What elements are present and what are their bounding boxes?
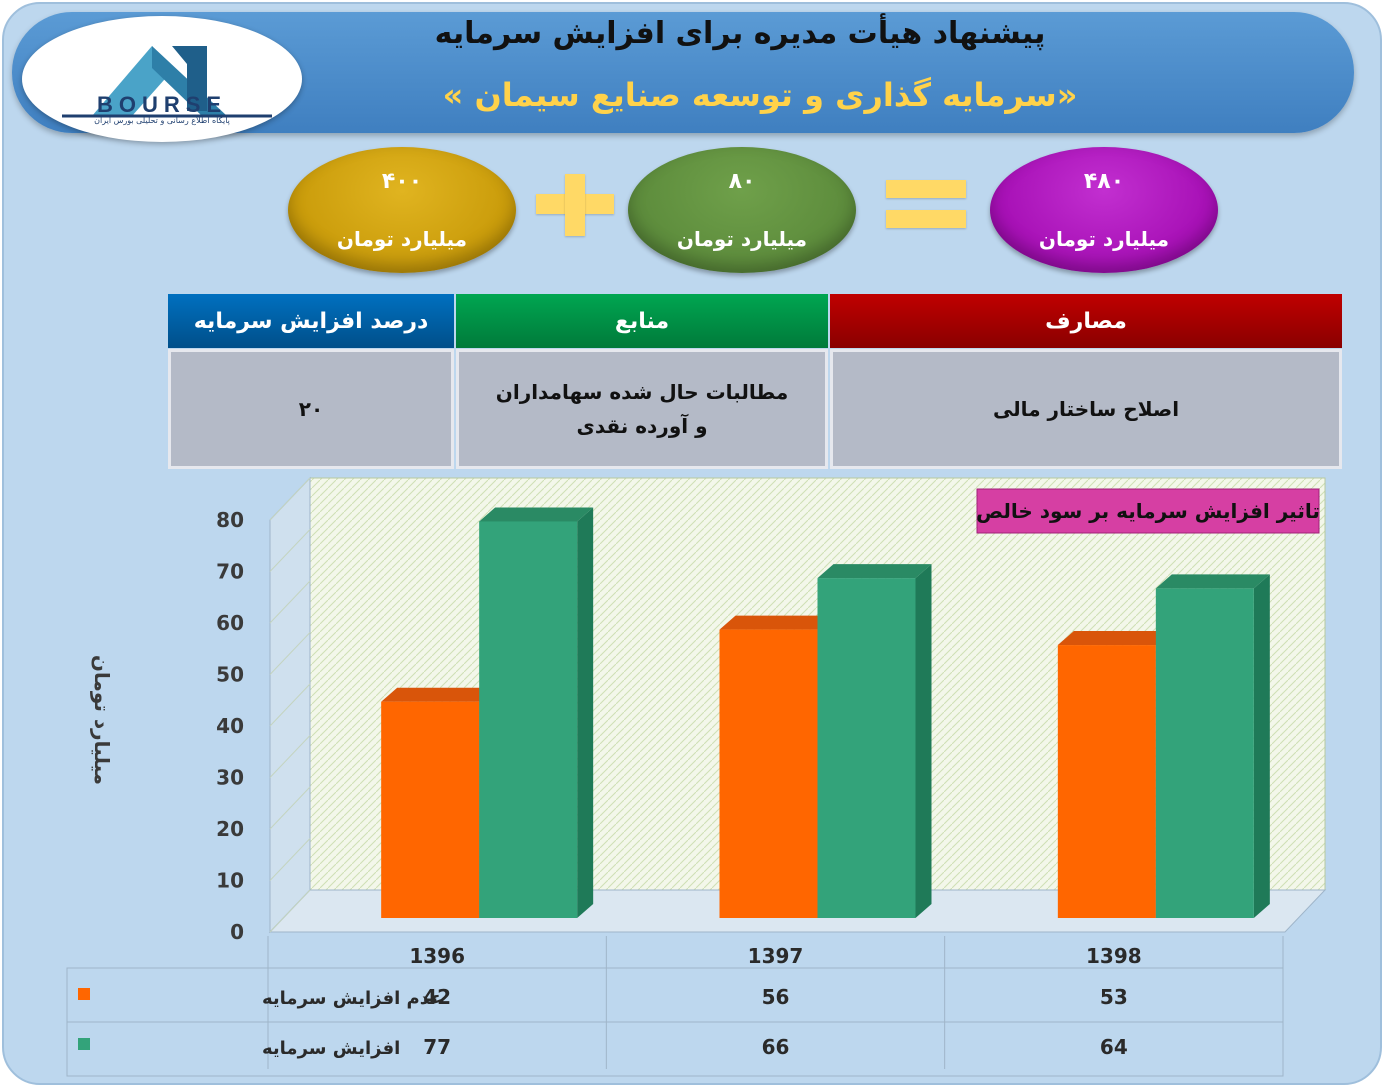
value-percent: ۲۰	[168, 349, 454, 469]
logo-mark-icon	[62, 46, 272, 118]
y-tick-label: 10	[216, 869, 244, 893]
gridline-side	[269, 632, 311, 675]
data-label: 56	[762, 985, 790, 1009]
legend-label: افزایش سرمایه	[262, 1038, 400, 1059]
x-tick-label: 1397	[748, 944, 804, 968]
gridline-side	[269, 683, 311, 727]
header-percent: درصد افزایش سرمایه	[168, 294, 454, 348]
bar	[1057, 645, 1156, 918]
header-sources: منابع	[456, 294, 828, 348]
y-tick-label: 20	[216, 817, 244, 841]
gridline-side	[269, 889, 311, 933]
data-label: 66	[762, 1035, 790, 1059]
y-tick-label: 60	[216, 611, 244, 635]
bar-top	[381, 687, 496, 702]
value-sources: مطالبات حال شده سهامداران و آورده نقدی	[456, 349, 828, 469]
bar-side	[1253, 574, 1270, 918]
x-tick-label: 1396	[409, 944, 465, 968]
bar-top	[719, 615, 834, 630]
y-tick-label: 0	[230, 920, 244, 944]
data-label: 77	[423, 1035, 451, 1059]
data-label: 53	[1100, 985, 1128, 1009]
bar-top	[817, 564, 932, 579]
legend-label: عدم افزایش سرمایه	[262, 988, 442, 1009]
y-tick-label: 30	[216, 766, 244, 790]
data-label: 42	[423, 985, 451, 1009]
logo-wordmark: BOURSE	[96, 92, 228, 117]
bar-top	[1155, 574, 1270, 589]
y-tick-label: 50	[216, 663, 244, 687]
chart-title: تاثیر افزایش سرمایه بر سود خالص	[976, 499, 1320, 523]
equals-icon	[886, 180, 966, 198]
gridline-side	[269, 786, 311, 830]
y-tick-label: 40	[216, 714, 244, 738]
bar-top	[1057, 631, 1172, 646]
current-capital-unit: میلیارد تومان	[336, 227, 468, 251]
company-name: «سرمایه گذاری و توسعه صنایع سیمان »	[442, 76, 1078, 114]
bar	[719, 629, 818, 918]
bar	[1155, 588, 1254, 918]
gridline-side	[269, 529, 311, 572]
value-uses: اصلاح ساختار مالی	[830, 349, 1342, 469]
y-tick-label: 70	[216, 560, 244, 584]
total-capital-value: ۴۸۰	[1083, 169, 1125, 194]
logo-tagline: پایگاه اطلاع رسانی و تحلیلی بورس ایران	[94, 116, 230, 125]
bar-side	[577, 507, 594, 918]
total-capital-oval: ۴۸۰ میلیارد تومان	[990, 147, 1218, 273]
legend-swatch	[78, 988, 90, 1000]
gridline-side	[269, 477, 311, 521]
increase-oval: ۸۰ میلیارد تومان	[628, 147, 856, 273]
bar	[817, 578, 916, 918]
page-title: پیشنهاد هیأت مدیره برای افزایش سرمایه	[434, 16, 1046, 51]
equals-icon-lower	[886, 210, 966, 228]
bar	[381, 701, 480, 918]
chart-title-badge	[976, 488, 1320, 534]
y-axis-title: میلیارد تومان	[90, 655, 114, 785]
total-capital-unit: میلیارد تومان	[1038, 227, 1170, 251]
increase-unit: میلیارد تومان	[676, 227, 808, 251]
legend-swatch	[78, 1038, 90, 1050]
current-capital-oval: ۴۰۰ میلیارد تومان	[288, 147, 516, 273]
increase-value: ۸۰	[728, 169, 756, 194]
bar-side	[915, 564, 932, 918]
bar-top	[479, 507, 594, 522]
y-tick-label: 80	[216, 508, 244, 532]
plus-icon-vertical	[565, 174, 585, 236]
gridline-side	[269, 735, 311, 778]
data-label: 64	[1100, 1035, 1128, 1059]
gridline-side	[269, 838, 311, 881]
header-uses: مصارف	[830, 294, 1342, 348]
current-capital-value: ۴۰۰	[381, 169, 423, 194]
gridline-side	[269, 580, 311, 624]
bar	[479, 521, 578, 918]
logo	[22, 16, 302, 142]
x-tick-label: 1398	[1086, 944, 1142, 968]
